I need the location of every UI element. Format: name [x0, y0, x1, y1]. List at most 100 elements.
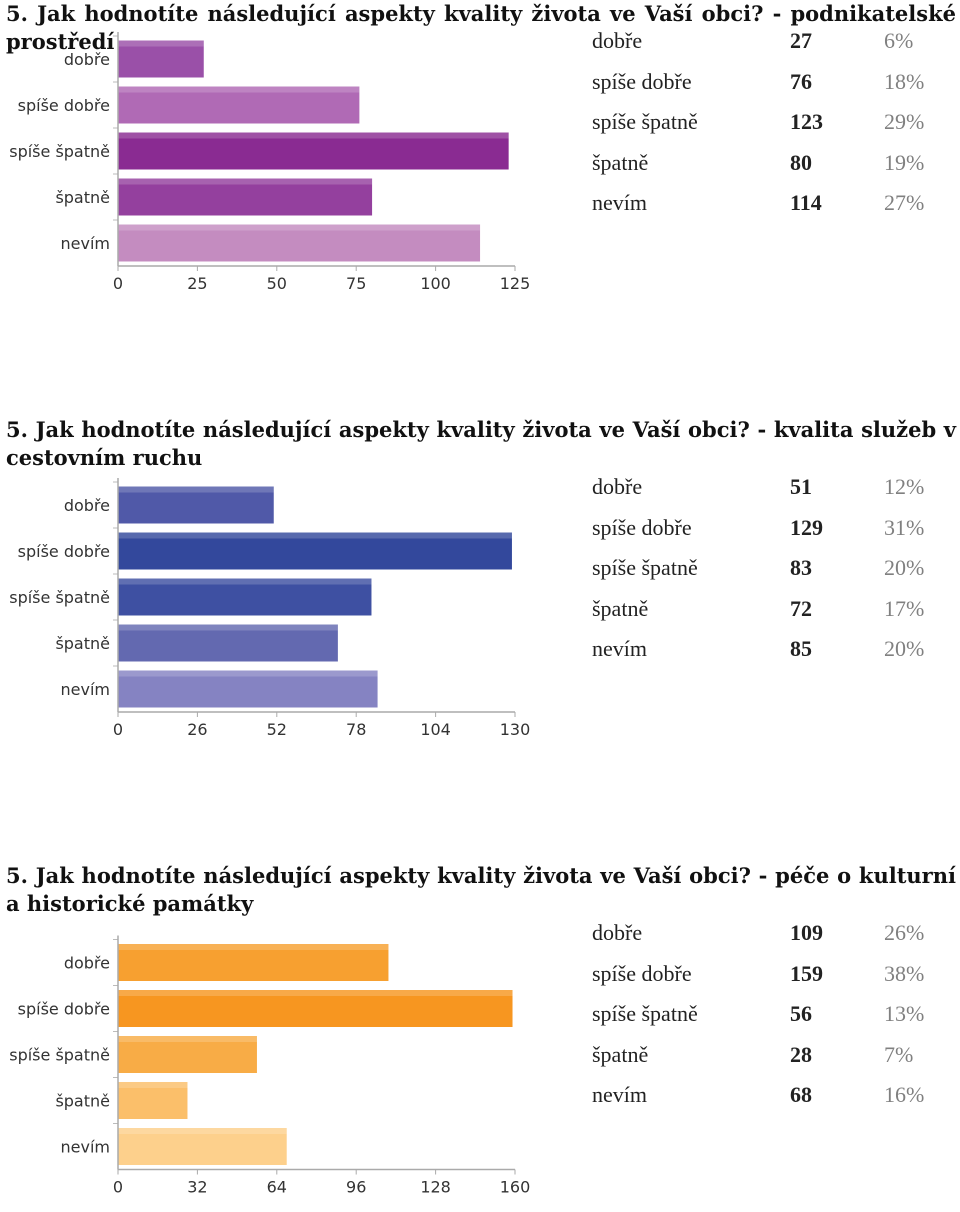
- category-label: špatně: [55, 188, 110, 207]
- legend-row: nevím 85 20%: [592, 636, 952, 677]
- legend-count: 159: [790, 960, 823, 986]
- x-tick-label: 50: [267, 274, 287, 293]
- legend-percent: 16%: [884, 1082, 925, 1108]
- legend-label: dobře: [592, 28, 643, 53]
- x-tick-label: 26: [187, 720, 207, 739]
- legend-label: nevím: [592, 636, 647, 662]
- legend-percent: 38%: [884, 960, 925, 986]
- x-tick-label: 104: [420, 720, 451, 739]
- legend-row: špatně 28 7%: [592, 1042, 952, 1083]
- category-label: nevím: [61, 234, 110, 253]
- legend-label: spíše dobře: [592, 514, 692, 540]
- category-label: spíše dobře: [18, 542, 110, 561]
- legend-row: špatně 80 19%: [592, 150, 952, 191]
- x-tick-label: 78: [346, 720, 366, 739]
- bar-highlight: [118, 990, 513, 996]
- legend-count: 85: [790, 636, 812, 662]
- category-label: nevím: [61, 1138, 110, 1157]
- bar-highlight: [118, 178, 373, 185]
- legend-label: špatně: [592, 149, 649, 175]
- legend-row: spíše špatně 83 20%: [592, 555, 952, 596]
- bar: [118, 86, 360, 124]
- legend-percent: 6%: [884, 28, 914, 53]
- bar: [118, 1082, 188, 1119]
- category-label: spíše dobře: [18, 1000, 110, 1019]
- legend-label: spíše špatně: [592, 1001, 698, 1027]
- bar-highlight: [118, 132, 509, 139]
- bar: [118, 486, 274, 524]
- bar-highlight: [118, 624, 338, 631]
- legend-count: 72: [790, 595, 812, 621]
- legend-label: dobře: [592, 920, 643, 945]
- category-label: dobře: [64, 496, 110, 515]
- legend-label: špatně: [592, 1041, 649, 1067]
- bar-chart: dobře spíše dobře spíše špatně špatně nevím 0…: [9, 32, 531, 293]
- bar-highlight: [118, 1036, 257, 1042]
- bar: [118, 944, 389, 981]
- results-legend: dobře 109 26% spíše dobře 159 38% spíše špat…: [592, 920, 952, 1123]
- legend-row: spíše špatně 56 13%: [592, 1001, 952, 1042]
- legend-percent: 18%: [884, 68, 925, 94]
- legend-percent: 20%: [884, 636, 925, 662]
- bar: [118, 132, 509, 170]
- legend-label: špatně: [592, 595, 649, 621]
- bar: [118, 532, 512, 570]
- bar: [118, 178, 373, 216]
- bar: [118, 578, 372, 616]
- x-tick-label: 75: [346, 274, 366, 293]
- category-label: spíše dobře: [18, 96, 110, 115]
- legend-count: 51: [790, 474, 812, 499]
- legend-label: nevím: [592, 190, 647, 216]
- bar: [118, 624, 338, 662]
- bar-highlight: [118, 224, 481, 231]
- bar-highlight: [118, 1128, 287, 1134]
- legend-count: 68: [790, 1082, 812, 1108]
- legend-count: 109: [790, 920, 823, 945]
- legend-percent: 29%: [884, 109, 925, 135]
- bar-highlight: [118, 578, 372, 585]
- legend-row: spíše dobře 76 18%: [592, 69, 952, 110]
- legend-count: 27: [790, 28, 812, 53]
- bar-highlight: [118, 40, 204, 47]
- x-tick-label: 125: [500, 274, 531, 293]
- legend-percent: 26%: [884, 920, 925, 945]
- legend-row: špatně 72 17%: [592, 596, 952, 637]
- x-tick-label: 32: [187, 1178, 207, 1197]
- bar: [118, 1036, 257, 1073]
- bar-highlight: [118, 1082, 188, 1088]
- question-title: 5. Jak hodnotíte následující aspekty kva…: [6, 417, 956, 470]
- bar-chart: dobře spíše dobře spíše špatně špatně nevím 0…: [9, 478, 530, 739]
- x-tick-label: 0: [113, 274, 123, 293]
- category-label: spíše špatně: [9, 588, 110, 607]
- legend-percent: 20%: [884, 555, 925, 581]
- legend-row: dobře 109 26%: [592, 920, 952, 961]
- x-tick-label: 0: [113, 720, 123, 739]
- legend-count: 114: [790, 190, 822, 216]
- legend-label: nevím: [592, 1082, 647, 1108]
- question-title: 5. Jak hodnotíte následující aspekty kva…: [6, 863, 956, 916]
- category-label: spíše špatně: [9, 1046, 110, 1065]
- x-tick-label: 100: [420, 274, 451, 293]
- bar-highlight: [118, 486, 274, 493]
- bar: [118, 40, 204, 78]
- legend-count: 83: [790, 555, 812, 581]
- bar: [118, 670, 378, 708]
- category-label: nevím: [61, 680, 110, 699]
- legend-percent: 12%: [884, 474, 925, 499]
- legend-count: 129: [790, 514, 823, 540]
- legend-label: dobře: [592, 474, 643, 499]
- category-label: špatně: [55, 1092, 110, 1111]
- bar-highlight: [118, 532, 512, 539]
- results-legend: dobře 51 12% spíše dobře 129 31% spíše špatn…: [592, 474, 952, 677]
- legend-label: spíše špatně: [592, 109, 698, 135]
- legend-label: spíše dobře: [592, 960, 692, 986]
- legend-row: dobře 51 12%: [592, 474, 952, 515]
- x-tick-label: 25: [187, 274, 207, 293]
- legend-count: 28: [790, 1041, 812, 1067]
- bar-highlight: [118, 86, 360, 93]
- bar-highlight: [118, 670, 378, 677]
- x-tick-label: 128: [420, 1178, 451, 1197]
- legend-row: spíše dobře 129 31%: [592, 515, 952, 556]
- legend-row: nevím 68 16%: [592, 1082, 952, 1123]
- legend-percent: 7%: [884, 1041, 914, 1067]
